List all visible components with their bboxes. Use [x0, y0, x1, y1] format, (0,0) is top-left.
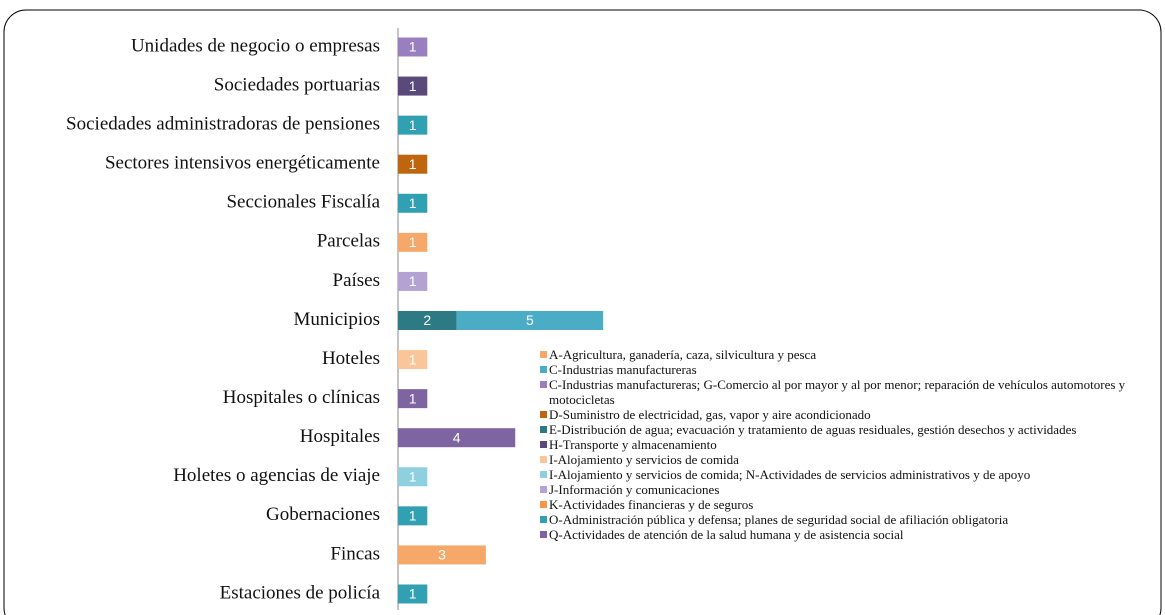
- bar: [398, 37, 428, 57]
- legend-item: C-Industrias manufactureras: [540, 362, 1162, 377]
- category-label: Hoteles: [322, 348, 380, 369]
- bar: [398, 76, 428, 96]
- legend-label: E-Distribución de agua; evacuación y tra…: [549, 422, 1077, 437]
- bar: [398, 232, 428, 252]
- legend-label: K-Actividades financieras y de seguros: [549, 497, 754, 512]
- bar: [398, 545, 486, 565]
- legend-label: I-Alojamiento y servicios de comida; N-A…: [549, 467, 1031, 482]
- bar: [398, 271, 428, 291]
- value-label: 4: [453, 429, 461, 445]
- legend-label: C-Industrias manufactureras: [549, 362, 697, 377]
- category-label: Gobernaciones: [266, 504, 380, 525]
- category-label: Estaciones de policía: [220, 582, 381, 603]
- category-label: Municipios: [293, 309, 380, 330]
- value-label: 1: [409, 195, 417, 211]
- legend-label: Q-Actividades de atención de la salud hu…: [549, 527, 904, 542]
- value-label: 1: [409, 234, 417, 250]
- bar: [398, 389, 428, 409]
- category-label: Seccionales Fiscalía: [226, 192, 380, 213]
- value-label: 1: [409, 117, 417, 133]
- value-label: 1: [409, 351, 417, 367]
- category-label: Países: [333, 270, 381, 291]
- legend-item: E-Distribución de agua; evacuación y tra…: [540, 422, 1162, 437]
- category-label: Hospitales: [300, 426, 380, 447]
- legend-item: H-Transporte y almacenamiento: [540, 437, 1162, 452]
- legend-swatch: [540, 531, 547, 538]
- legend-label: H-Transporte y almacenamiento: [549, 437, 717, 452]
- bar: [398, 584, 428, 604]
- legend-item: I-Alojamiento y servicios de comida; N-A…: [540, 467, 1162, 482]
- legend-swatch: [540, 441, 547, 448]
- category-label: Sociedades portuarias: [214, 74, 380, 95]
- bar: [398, 193, 428, 213]
- bar: [398, 506, 428, 526]
- bar: [398, 310, 457, 330]
- legend-label: D-Suministro de electricidad, gas, vapor…: [549, 407, 871, 422]
- bar: [398, 467, 428, 487]
- legend-swatch: [540, 486, 547, 493]
- value-label: 5: [526, 312, 534, 328]
- category-label: Sectores intensivos energéticamente: [105, 153, 380, 174]
- bar: [398, 428, 516, 448]
- value-label: 1: [409, 156, 417, 172]
- legend: A-Agricultura, ganadería, caza, silvicul…: [540, 347, 1162, 542]
- legend-label: I-Alojamiento y servicios de comida: [549, 452, 739, 467]
- legend-swatch: [540, 471, 547, 478]
- category-label: Sociedades administradoras de pensiones: [66, 113, 380, 134]
- value-label: 1: [409, 508, 417, 524]
- legend-swatch: [540, 516, 547, 523]
- legend-label: A-Agricultura, ganadería, caza, silvicul…: [549, 347, 817, 362]
- value-label: 2: [423, 312, 431, 328]
- value-label: 1: [409, 78, 417, 94]
- category-label: Parcelas: [317, 231, 380, 252]
- legend-item: J-Información y comunicaciones: [540, 482, 1162, 497]
- legend-swatch: [540, 426, 547, 433]
- frame: [3, 9, 1162, 615]
- value-label: 1: [409, 468, 417, 484]
- legend-swatch: [540, 381, 547, 388]
- legend-item: Q-Actividades de atención de la salud hu…: [540, 527, 1162, 542]
- value-label: 1: [409, 273, 417, 289]
- legend-label: O-Administración pública y defensa; plan…: [549, 512, 1009, 527]
- legend-item: D-Suministro de electricidad, gas, vapor…: [540, 407, 1162, 422]
- legend-label: C-Industrias manufactureras; G-Comercio …: [549, 377, 1126, 407]
- legend-item: O-Administración pública y defensa; plan…: [540, 512, 1162, 527]
- bar: [398, 154, 428, 174]
- bar: [398, 350, 428, 370]
- legend-swatch: [540, 351, 547, 358]
- bar: [456, 310, 604, 330]
- value-label: 1: [409, 390, 417, 406]
- legend-item: K-Actividades financieras y de seguros: [540, 497, 1162, 512]
- legend-swatch: [540, 456, 547, 463]
- value-label: 1: [409, 586, 417, 602]
- bar: [398, 115, 428, 135]
- category-label: Unidades de negocio o empresas: [131, 35, 380, 56]
- legend-item: A-Agricultura, ganadería, caza, silvicul…: [540, 347, 1162, 362]
- legend-item: C-Industrias manufactureras; G-Comercio …: [540, 377, 1162, 407]
- legend-label: J-Información y comunicaciones: [549, 482, 720, 497]
- legend-swatch: [540, 411, 547, 418]
- legend-swatch: [540, 501, 547, 508]
- legend-item: I-Alojamiento y servicios de comida: [540, 452, 1162, 467]
- value-label: 1: [409, 39, 417, 55]
- legend-swatch: [540, 366, 547, 373]
- category-label: Fincas: [330, 543, 380, 564]
- value-label: 3: [438, 547, 446, 563]
- category-label: Hospitales o clínicas: [223, 387, 380, 408]
- category-label: Holetes o agencias de viaje: [173, 465, 380, 486]
